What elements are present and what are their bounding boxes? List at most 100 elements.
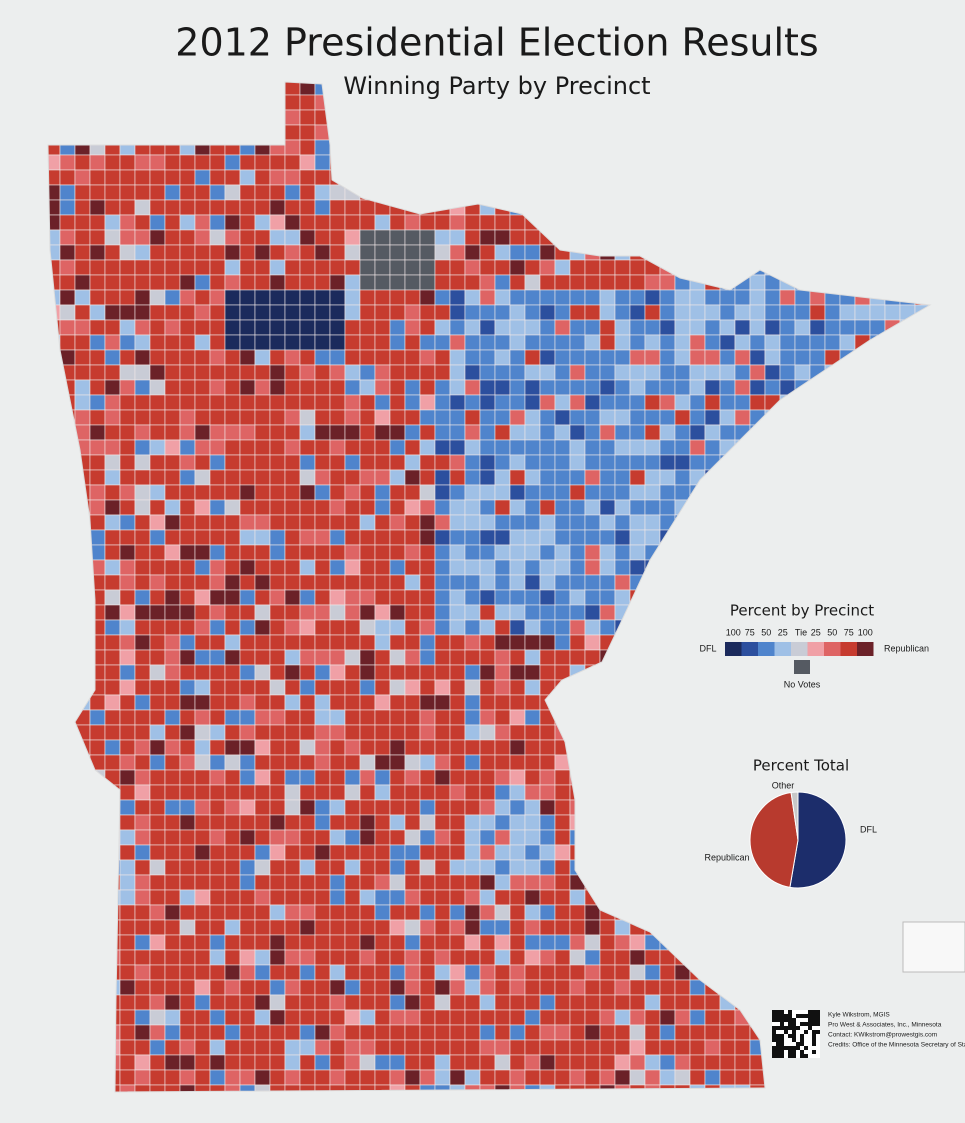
legend-swatch (807, 642, 824, 656)
precinct (164, 739, 181, 756)
precinct (164, 514, 181, 531)
precinct (194, 679, 211, 696)
precinct (629, 529, 646, 546)
precinct (164, 499, 181, 516)
precinct (194, 304, 211, 321)
precinct (449, 274, 466, 291)
precinct (839, 304, 856, 321)
precinct (194, 394, 211, 411)
legend-step: 50 (761, 627, 771, 637)
precinct (494, 964, 511, 981)
precinct (389, 694, 406, 711)
precinct (554, 964, 571, 981)
precinct (119, 1054, 136, 1071)
precinct (449, 754, 466, 771)
precinct (104, 634, 121, 651)
precinct (179, 784, 196, 801)
precinct (539, 544, 556, 561)
precinct (509, 259, 526, 276)
precinct (254, 1069, 271, 1086)
precinct (209, 754, 226, 771)
precinct (269, 589, 286, 606)
precinct (149, 364, 166, 381)
precinct (119, 619, 136, 636)
precinct (509, 619, 526, 636)
precinct (584, 349, 601, 366)
precinct (314, 244, 331, 261)
precinct (74, 184, 91, 201)
precinct (314, 664, 331, 681)
precinct (209, 349, 226, 366)
precinct (644, 529, 661, 546)
precinct (179, 694, 196, 711)
precinct (539, 559, 556, 576)
qr-cell (780, 1022, 784, 1026)
precinct (269, 964, 286, 981)
precinct (119, 274, 136, 291)
precinct (509, 349, 526, 366)
precinct (374, 859, 391, 876)
precinct (194, 364, 211, 381)
precinct (209, 184, 226, 201)
precinct (239, 1084, 256, 1092)
precinct (869, 304, 886, 321)
precinct (149, 664, 166, 681)
precinct (164, 829, 181, 846)
precinct (494, 274, 511, 291)
precinct (344, 529, 361, 546)
qr-cell (776, 1038, 780, 1042)
precinct (644, 364, 661, 381)
precinct (509, 949, 526, 966)
precinct (179, 274, 196, 291)
precinct (149, 859, 166, 876)
precinct (374, 319, 391, 336)
precinct (179, 544, 196, 561)
precinct (179, 919, 196, 936)
precinct (194, 1039, 211, 1056)
precinct (389, 1009, 406, 1026)
precinct (269, 559, 286, 576)
precinct (524, 1054, 541, 1071)
precinct (554, 799, 571, 816)
precinct (584, 649, 601, 666)
precinct (509, 364, 526, 381)
precinct (374, 514, 391, 531)
precinct (344, 979, 361, 996)
precinct (404, 874, 421, 891)
precinct (464, 784, 481, 801)
precinct (269, 439, 286, 456)
precinct (494, 709, 511, 726)
precinct (599, 409, 616, 426)
precinct (164, 589, 181, 606)
precinct (419, 754, 436, 771)
precinct (209, 154, 226, 171)
precinct (614, 394, 631, 411)
precinct (224, 679, 241, 696)
precinct (449, 214, 466, 231)
precinct (404, 289, 421, 306)
qr-cell (788, 1046, 792, 1050)
precinct (314, 634, 331, 651)
precinct (104, 409, 121, 426)
precinct (329, 289, 346, 306)
precinct (134, 844, 151, 861)
precinct (584, 469, 601, 486)
precinct (479, 769, 496, 786)
precinct (389, 274, 406, 291)
precinct (314, 319, 331, 336)
precinct (104, 514, 121, 531)
precinct (239, 1069, 256, 1086)
precinct (629, 334, 646, 351)
precinct (104, 229, 121, 246)
precinct (224, 544, 241, 561)
precinct (524, 499, 541, 516)
precinct (224, 214, 241, 231)
precinct (314, 694, 331, 711)
precinct (119, 364, 136, 381)
precinct (689, 379, 706, 396)
precinct (164, 274, 181, 291)
qr-cell (812, 1014, 816, 1018)
precinct (224, 514, 241, 531)
